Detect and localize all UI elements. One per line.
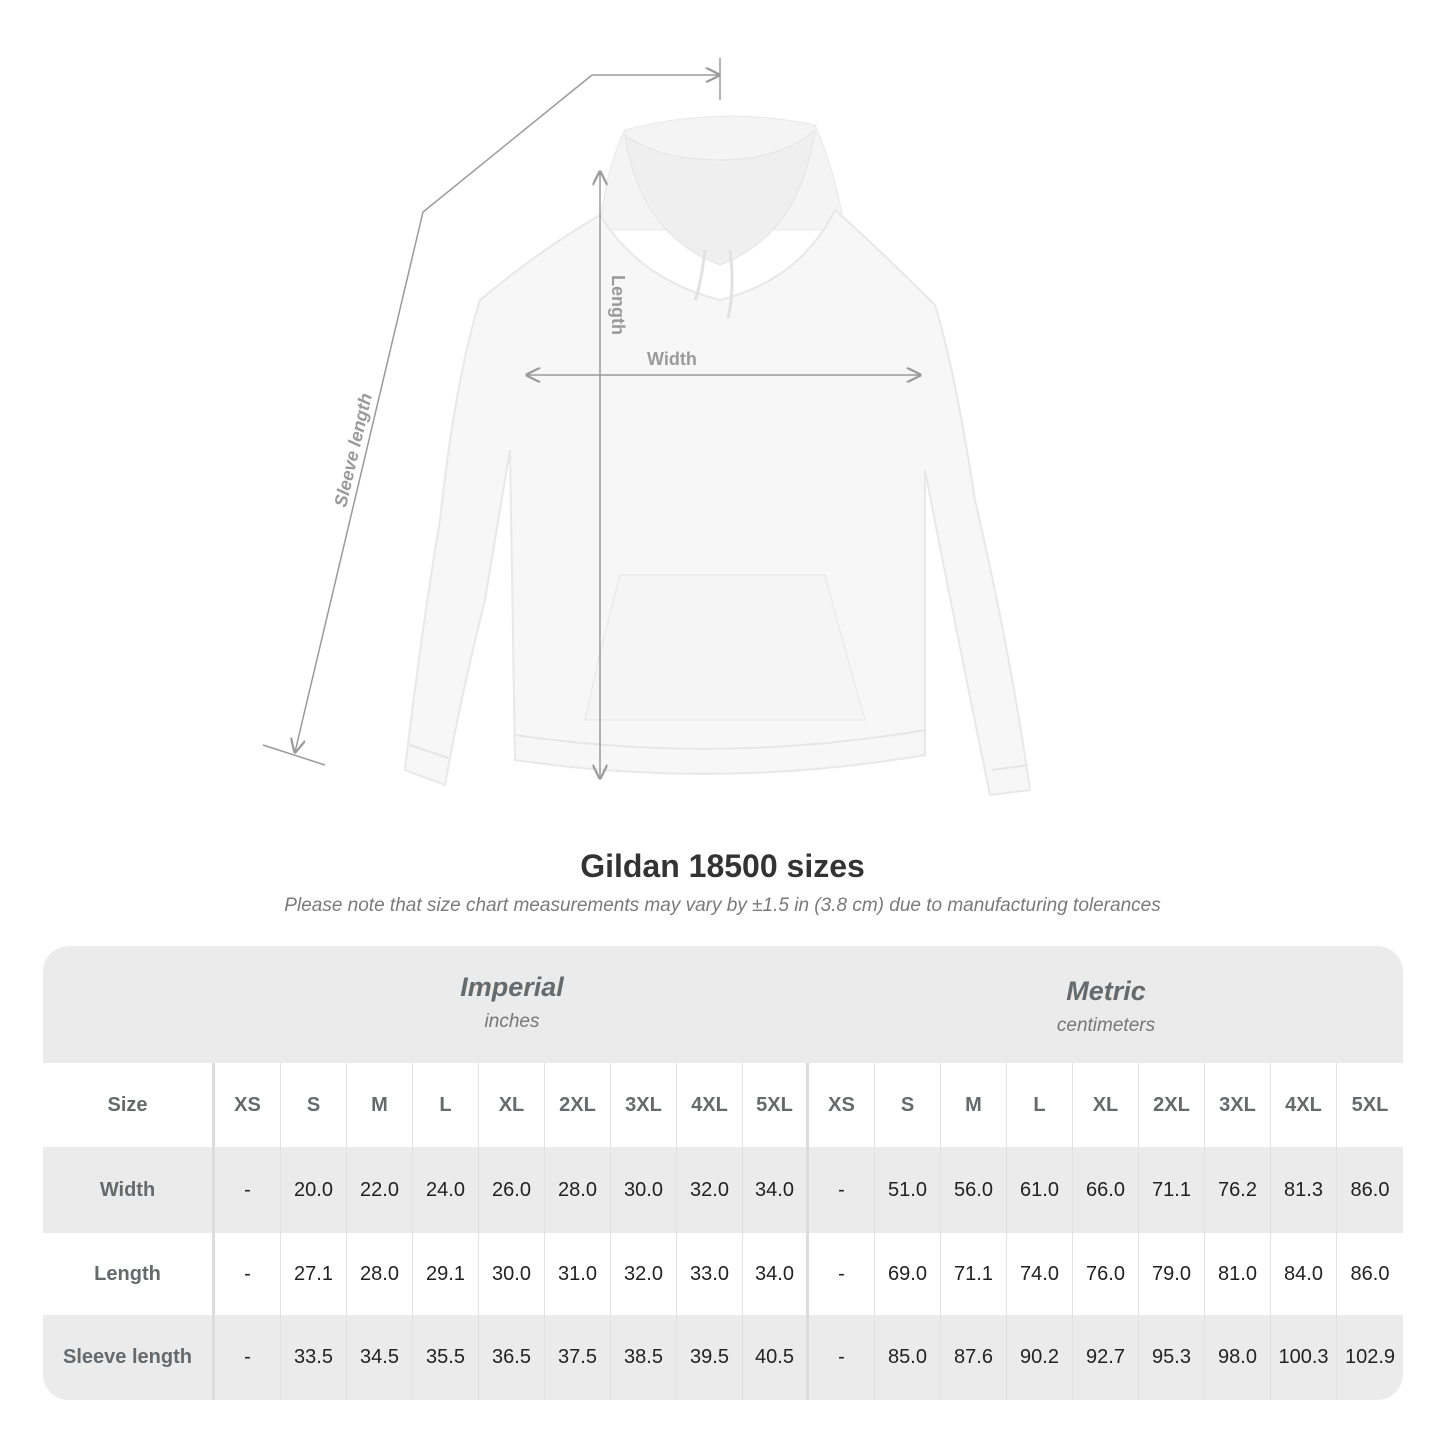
metric-value-cell: 87.6 <box>941 1315 1007 1400</box>
imperial-size-header: 5XL <box>743 1063 809 1147</box>
imperial-value-cell: 33.5 <box>281 1315 347 1400</box>
row-label: Length <box>43 1233 215 1315</box>
imperial-value-cell: - <box>215 1147 281 1233</box>
metric-value-cell: 71.1 <box>1139 1147 1205 1233</box>
metric-value-cell: 74.0 <box>1007 1233 1073 1315</box>
metric-size-header: 3XL <box>1205 1063 1271 1147</box>
metric-value-cell: 86.0 <box>1350 1262 1390 1285</box>
imperial-size-header: 2XL <box>545 1063 611 1147</box>
imperial-value-cell: 34.0 <box>743 1147 809 1233</box>
sleeve-length-label: Sleeve length <box>330 391 376 509</box>
imperial-unit: inches <box>484 1011 540 1032</box>
imperial-value-cell: - <box>215 1233 281 1315</box>
metric-unit: centimeters <box>1056 1015 1156 1036</box>
imperial-value-cell: 30.0 <box>479 1233 545 1315</box>
metric-value-cell: 85.0 <box>875 1315 941 1400</box>
metric-value-cell: 86.0 <box>1350 1178 1390 1201</box>
imperial-value-cell: 26.0 <box>479 1147 545 1233</box>
imperial-header: Imperial inches <box>215 946 809 1063</box>
row-label: Sleeve length <box>43 1315 215 1400</box>
imperial-value-cell: 32.0 <box>677 1147 743 1233</box>
imperial-size-header: 3XL <box>611 1063 677 1147</box>
imperial-title: Imperial <box>460 972 564 1002</box>
metric-value-cell: 84.0 <box>1271 1233 1337 1315</box>
hoodie-illustration <box>403 115 1032 797</box>
imperial-value-cell: 29.1 <box>413 1233 479 1315</box>
metric-value-cell: 92.7 <box>1073 1315 1139 1400</box>
imperial-value-cell: 38.5 <box>611 1315 677 1400</box>
imperial-value-cell: 30.0 <box>611 1147 677 1233</box>
metric-size-header: S <box>875 1063 941 1147</box>
imperial-value-cell: 20.0 <box>281 1147 347 1233</box>
metric-value-cell: 79.0 <box>1139 1233 1205 1315</box>
imperial-value-cell: 37.5 <box>545 1315 611 1400</box>
metric-value-cell: 76.0 <box>1073 1233 1139 1315</box>
metric-value-cell: 95.3 <box>1139 1315 1205 1400</box>
tolerance-note: Please note that size chart measurements… <box>284 895 1161 916</box>
imperial-value-cell: - <box>215 1315 281 1400</box>
metric-value-cell: 56.0 <box>941 1147 1007 1233</box>
size-label: Size <box>43 1063 215 1147</box>
page-title: Gildan 18500 sizes <box>580 848 865 884</box>
metric-header: Metric centimeters <box>809 946 1403 1063</box>
table-row: Sleeve length -33.5 34.5 35.5 36.5 37.5 38.5 39… <box>43 1315 1403 1400</box>
metric-value-cell: 81.0 <box>1205 1233 1271 1315</box>
table-row: Width -20.0 22.0 24.0 26.0 28.0 30.0 32.0 34.0-5… <box>43 1147 1403 1233</box>
hoodie-diagram: Length Width Sleeve length <box>262 58 1032 797</box>
metric-value-cell: 98.0 <box>1205 1315 1271 1400</box>
metric-size-header: XS <box>809 1063 875 1147</box>
metric-title: Metric <box>1066 976 1146 1006</box>
imperial-size-header: XL <box>479 1063 545 1147</box>
imperial-size-header: XS <box>215 1063 281 1147</box>
imperial-value-cell: 22.0 <box>347 1147 413 1233</box>
table-row: Length -27.1 28.0 29.1 30.0 31.0 32.0 33.0 34.0-… <box>43 1233 1403 1315</box>
metric-size-header: XL <box>1073 1063 1139 1147</box>
imperial-size-header: L <box>413 1063 479 1147</box>
imperial-size-header: S <box>281 1063 347 1147</box>
metric-value-cell: - <box>809 1233 875 1315</box>
imperial-value-cell: 40.5 <box>743 1315 809 1400</box>
metric-value-cell: - <box>809 1147 875 1233</box>
imperial-value-cell: 24.0 <box>413 1147 479 1233</box>
length-label: Length <box>608 275 628 335</box>
imperial-value-cell: 34.5 <box>347 1315 413 1400</box>
imperial-value-cell: 32.0 <box>611 1233 677 1315</box>
metric-size-header: 5XL <box>1351 1093 1389 1116</box>
metric-value-cell: 66.0 <box>1073 1147 1139 1233</box>
metric-value-cell: 61.0 <box>1007 1147 1073 1233</box>
size-chart-table: Imperial inches Metric centimeters Size X… <box>43 946 1403 1400</box>
width-label: Width <box>647 349 697 369</box>
imperial-size-header: M <box>347 1063 413 1147</box>
metric-value-cell: 69.0 <box>875 1233 941 1315</box>
imperial-value-cell: 27.1 <box>281 1233 347 1315</box>
metric-value-cell: 71.1 <box>941 1233 1007 1315</box>
metric-size-header: L <box>1007 1063 1073 1147</box>
metric-value-cell: 102.9 <box>1344 1346 1396 1368</box>
metric-value-cell: 90.2 <box>1007 1315 1073 1400</box>
imperial-value-cell: 34.0 <box>743 1233 809 1315</box>
row-label: Width <box>43 1147 215 1233</box>
imperial-value-cell: 36.5 <box>479 1315 545 1400</box>
metric-value-cell: - <box>809 1315 875 1400</box>
metric-size-header: 2XL <box>1139 1063 1205 1147</box>
size-header-row: Size XS S M L XL 2XL 3XL 4XL 5XL XS S M L XL 2XL 3XL 4XL 5… <box>43 1063 1403 1147</box>
metric-value-cell: 81.3 <box>1271 1147 1337 1233</box>
imperial-value-cell: 33.0 <box>677 1233 743 1315</box>
dimension-lines <box>262 58 920 778</box>
imperial-value-cell: 35.5 <box>413 1315 479 1400</box>
imperial-value-cell: 31.0 <box>545 1233 611 1315</box>
imperial-value-cell: 39.5 <box>677 1315 743 1400</box>
imperial-size-header: 4XL <box>677 1063 743 1147</box>
imperial-value-cell: 28.0 <box>545 1147 611 1233</box>
metric-value-cell: 100.3 <box>1271 1315 1337 1400</box>
metric-size-header: 4XL <box>1271 1063 1337 1147</box>
metric-size-header: M <box>941 1063 1007 1147</box>
metric-value-cell: 76.2 <box>1205 1147 1271 1233</box>
metric-value-cell: 51.0 <box>875 1147 941 1233</box>
imperial-value-cell: 28.0 <box>347 1233 413 1315</box>
